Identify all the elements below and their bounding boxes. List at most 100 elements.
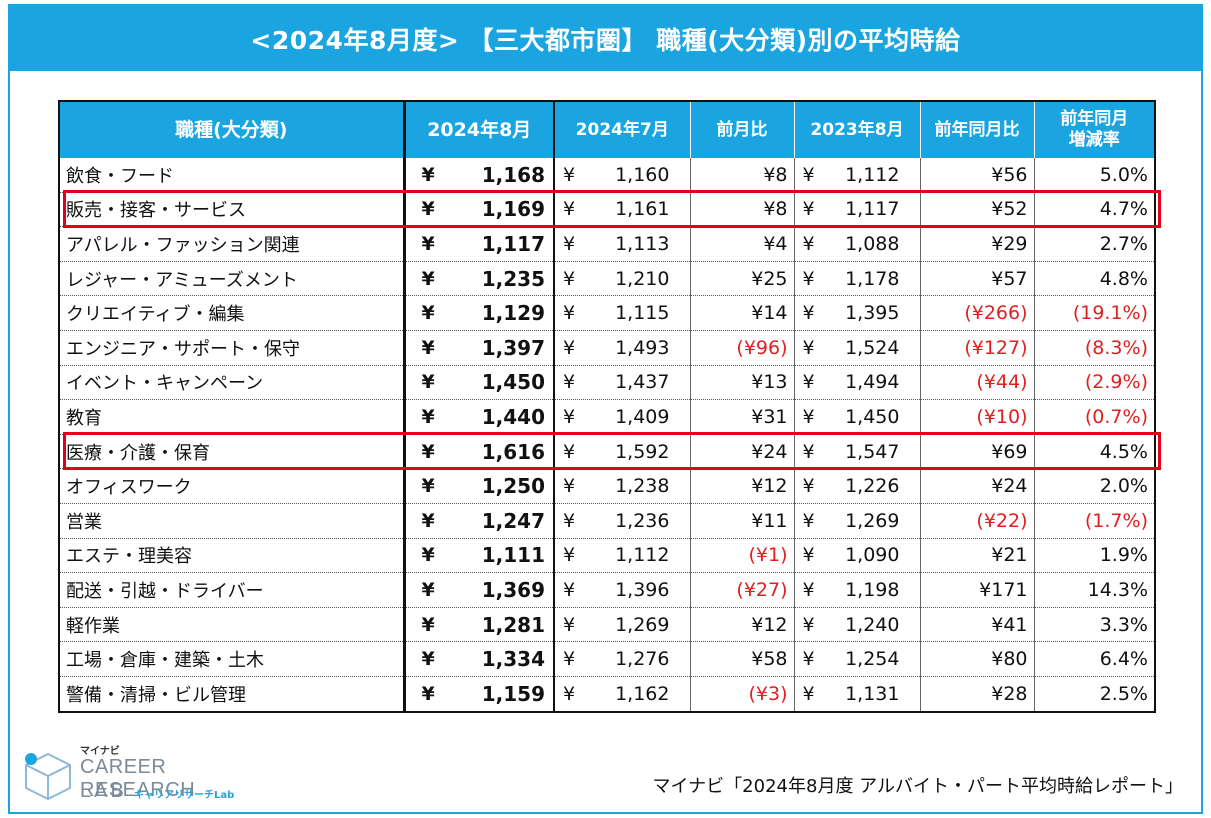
cell-yoy: ¥57 xyxy=(919,261,1034,297)
cell-aug2023: ¥1,117 xyxy=(793,192,920,228)
table-row: アパレル・ファッション関連 ¥1,117 ¥1,113 ¥4 ¥1,088 ¥2… xyxy=(58,226,1156,262)
cube-logo-icon xyxy=(25,752,71,801)
value-aug2023: 1,112 xyxy=(845,163,900,186)
header-yoy: 前年同月比 xyxy=(919,100,1035,158)
yen-sign: ¥ xyxy=(421,371,435,394)
table-row: 工場・倉庫・建築・土木 ¥1,334 ¥1,276 ¥58 ¥1,254 ¥80… xyxy=(58,641,1156,677)
value-aug2023: 1,090 xyxy=(845,544,900,567)
table-row: エンジニア・サポート・保守 ¥1,397 ¥1,493 (¥96) ¥1,524… xyxy=(58,330,1156,366)
value-aug2024: 1,159 xyxy=(481,681,545,706)
cell-aug2024: ¥1,440 xyxy=(403,399,555,435)
value-jul2024: 1,113 xyxy=(615,232,670,255)
yen-sign: ¥ xyxy=(802,232,815,255)
value-aug2023: 1,494 xyxy=(845,371,900,394)
category-name: イベント・キャンペーン xyxy=(66,373,264,395)
value-aug2023: 1,240 xyxy=(845,613,900,636)
cell-aug2023: ¥1,226 xyxy=(793,468,920,504)
cell-aug2024: ¥1,169 xyxy=(403,192,555,228)
category-name: 営業 xyxy=(66,511,102,533)
cell-yoy: ¥56 xyxy=(919,158,1034,193)
cell-category: 医療・介護・保育 xyxy=(58,434,406,470)
cell-aug2024: ¥1,616 xyxy=(403,434,555,470)
cell-category: 配送・引越・ドライバー xyxy=(58,572,406,608)
table-row: レジャー・アミューズメント ¥1,235 ¥1,210 ¥25 ¥1,178 ¥… xyxy=(58,261,1156,297)
value-aug2024: 1,369 xyxy=(481,577,545,602)
yen-sign: ¥ xyxy=(802,336,815,359)
cell-mom: ¥11 xyxy=(689,503,794,539)
cell-aug2024: ¥1,450 xyxy=(403,365,555,401)
yen-sign: ¥ xyxy=(563,336,576,359)
cell-yoy: ¥52 xyxy=(919,192,1034,228)
cell-category: 警備・清掃・ビル管理 xyxy=(58,676,406,713)
header-aug2024: 2024年8月 xyxy=(403,100,555,158)
category-name: 医療・介護・保育 xyxy=(66,442,210,464)
cell-yoy: ¥69 xyxy=(919,434,1034,470)
wage-table: 職種(大分類) 2024年8月 2024年7月 前月比 2023年8月 前年同月… xyxy=(58,100,1156,713)
cell-yoy-rate: 2.7% xyxy=(1033,226,1156,262)
header-yoy-rate-line2: 増減率 xyxy=(1068,130,1120,150)
table-row: 警備・清掃・ビル管理 ¥1,159 ¥1,162 (¥3) ¥1,131 ¥28… xyxy=(58,676,1156,713)
table-row: 飲食・フード ¥1,168 ¥1,160 ¥8 ¥1,112 ¥56 5.0% xyxy=(58,158,1156,193)
header-jul2024: 2024年7月 xyxy=(553,100,691,158)
yen-sign: ¥ xyxy=(421,163,435,186)
cell-jul2024: ¥1,269 xyxy=(553,607,690,643)
cell-yoy: ¥28 xyxy=(919,676,1034,713)
cell-jul2024: ¥1,161 xyxy=(553,192,690,228)
header-yoy-rate: 前年同月 増減率 xyxy=(1033,100,1156,158)
yen-sign: ¥ xyxy=(421,232,435,255)
yen-sign: ¥ xyxy=(802,267,815,290)
yen-sign: ¥ xyxy=(563,267,576,290)
cell-mom: ¥31 xyxy=(689,399,794,435)
cell-yoy-rate: 4.8% xyxy=(1033,261,1156,297)
cell-aug2023: ¥1,494 xyxy=(793,365,920,401)
header-mom: 前月比 xyxy=(689,100,795,158)
yen-sign: ¥ xyxy=(802,302,815,325)
value-aug2023: 1,254 xyxy=(845,648,900,671)
value-aug2024: 1,168 xyxy=(481,162,545,187)
cell-mom: ¥13 xyxy=(689,365,794,401)
cell-yoy-rate: 6.4% xyxy=(1033,641,1156,677)
yen-sign: ¥ xyxy=(802,440,815,463)
category-name: 配送・引越・ドライバー xyxy=(66,580,264,602)
cell-aug2023: ¥1,131 xyxy=(793,676,920,713)
header-category: 職種(大分類) xyxy=(58,100,406,158)
cell-category: 教育 xyxy=(58,399,406,435)
category-name: オフィスワーク xyxy=(66,477,192,499)
value-jul2024: 1,269 xyxy=(615,613,670,636)
yen-sign: ¥ xyxy=(563,648,576,671)
cell-aug2024: ¥1,159 xyxy=(403,676,555,713)
value-aug2023: 1,547 xyxy=(845,440,900,463)
value-aug2023: 1,524 xyxy=(845,336,900,359)
yen-sign: ¥ xyxy=(421,267,435,290)
value-jul2024: 1,160 xyxy=(615,163,670,186)
value-jul2024: 1,493 xyxy=(615,336,670,359)
cell-yoy-rate: 14.3% xyxy=(1033,572,1156,608)
cell-aug2023: ¥1,450 xyxy=(793,399,920,435)
cell-mom: (¥96) xyxy=(689,330,794,366)
yen-sign: ¥ xyxy=(421,682,435,705)
logo-kana: キャリアリサーチLab xyxy=(134,790,235,801)
category-name: エンジニア・サポート・保守 xyxy=(66,338,300,360)
cell-aug2024: ¥1,129 xyxy=(403,295,555,331)
cell-aug2023: ¥1,524 xyxy=(793,330,920,366)
cell-mom: (¥3) xyxy=(689,676,794,713)
category-name: 販売・接客・サービス xyxy=(66,200,246,222)
yen-sign: ¥ xyxy=(802,163,815,186)
value-jul2024: 1,112 xyxy=(615,544,670,567)
cell-yoy-rate: 3.3% xyxy=(1033,607,1156,643)
cell-aug2023: ¥1,269 xyxy=(793,503,920,539)
yen-sign: ¥ xyxy=(563,302,576,325)
cell-mom: (¥27) xyxy=(689,572,794,608)
value-jul2024: 1,437 xyxy=(615,371,670,394)
value-aug2024: 1,616 xyxy=(481,439,545,464)
cell-category: 工場・倉庫・建築・土木 xyxy=(58,641,406,677)
logo-mynavi: マイナビ xyxy=(80,746,120,757)
value-aug2023: 1,198 xyxy=(845,578,900,601)
value-aug2024: 1,129 xyxy=(481,301,545,326)
cell-jul2024: ¥1,409 xyxy=(553,399,690,435)
cell-yoy-rate: 2.0% xyxy=(1033,468,1156,504)
value-aug2023: 1,226 xyxy=(845,475,900,498)
table-row: エステ・理美容 ¥1,111 ¥1,112 (¥1) ¥1,090 ¥21 1.… xyxy=(58,538,1156,574)
value-jul2024: 1,236 xyxy=(615,509,670,532)
yen-sign: ¥ xyxy=(563,682,576,705)
